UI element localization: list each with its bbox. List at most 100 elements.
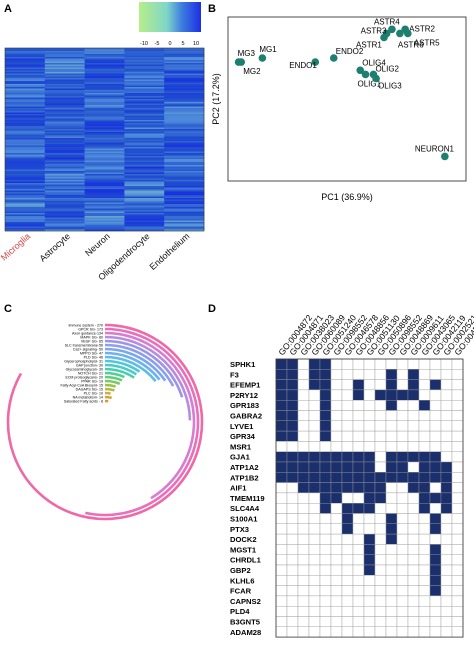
heatmap-cell	[5, 198, 46, 200]
go-matrix-cell	[418, 389, 431, 401]
go-matrix-cell	[319, 533, 332, 545]
heatmap-cell	[84, 73, 125, 76]
gene-row-label: TMEM119	[230, 494, 265, 503]
go-matrix-cell	[451, 482, 464, 494]
go-matrix-cell	[319, 523, 332, 535]
go-matrix-cell	[275, 533, 288, 545]
heatmap-cell	[44, 199, 85, 202]
go-matrix-cell	[352, 595, 365, 607]
heatmap-cell	[44, 162, 85, 164]
heatmap-cell	[124, 207, 165, 209]
go-matrix-cell	[352, 564, 365, 576]
heatmap-cell	[5, 174, 46, 176]
heatmap-cell	[5, 124, 46, 127]
go-matrix-cell	[330, 585, 343, 597]
go-matrix-cell	[451, 358, 464, 370]
heatmap-cell	[124, 81, 165, 83]
go-matrix-cell	[275, 430, 288, 442]
heatmap-cell	[44, 78, 85, 80]
heatmap-cell	[124, 138, 165, 140]
go-matrix-cell	[451, 616, 464, 628]
go-matrix-cell	[429, 358, 442, 370]
heatmap-cell	[124, 168, 165, 170]
heatmap-cell	[44, 108, 85, 110]
heatmap-cell	[44, 214, 85, 217]
heatmap-cell	[84, 210, 125, 212]
go-matrix-cell	[341, 379, 354, 391]
colorbar-tick-label: 0	[168, 41, 171, 47]
heatmap-cell	[44, 49, 85, 52]
heatmap-cell	[164, 223, 205, 226]
go-matrix-cell	[286, 503, 299, 514]
go-matrix-cell	[363, 533, 376, 545]
heatmap-cell	[164, 105, 205, 107]
go-matrix-cell	[396, 585, 409, 597]
heatmap-cell	[84, 64, 125, 67]
heatmap-cell	[44, 178, 85, 181]
heatmap-panel: -10 -5 0 5 10 Microglia Astrocyte NeuronOligod…	[0, 2, 205, 282]
heatmap-cell	[124, 108, 165, 110]
radial-bar-label: Glycerophospholipid- 31	[64, 360, 103, 364]
go-matrix-cell	[297, 358, 310, 370]
heatmap-cell	[164, 115, 205, 118]
heatmap-cell	[164, 156, 205, 158]
go-matrix-cell	[308, 595, 321, 607]
heatmap-cell	[164, 229, 205, 232]
heatmap-cell	[5, 57, 46, 59]
heatmap-cell	[164, 51, 205, 53]
heatmap-cell	[5, 171, 46, 173]
heatmap-cell	[44, 112, 85, 115]
heatmap-cell	[44, 124, 85, 127]
heatmap-cell	[84, 181, 125, 184]
go-matrix-cell	[440, 523, 453, 535]
heatmap-cell	[164, 204, 205, 206]
heatmap-cell	[164, 129, 205, 131]
gene-row-label: B3GNT5	[230, 618, 261, 627]
pca-point-label: ASTR2	[409, 24, 435, 33]
go-matrix-cell	[308, 564, 321, 576]
heatmap-cell	[5, 145, 46, 148]
heatmap-cell	[84, 162, 125, 164]
go-matrix-cell	[418, 400, 431, 411]
heatmap-cell	[5, 166, 46, 169]
heatmap-cell	[5, 48, 46, 50]
go-matrix-cell	[352, 523, 365, 535]
go-matrix-cell	[363, 492, 376, 504]
go-matrix-cell	[396, 410, 409, 422]
go-matrix-cell	[330, 544, 343, 555]
go-matrix-cell	[286, 606, 299, 617]
heatmap-cell	[124, 154, 165, 157]
go-matrix-cell	[385, 544, 398, 555]
heatmap-cell	[44, 106, 85, 109]
heatmap-cell	[44, 102, 85, 104]
heatmap-cell	[44, 139, 85, 142]
heatmap-cell	[84, 163, 125, 166]
heatmap-cell	[164, 84, 205, 86]
heatmap-cell	[164, 180, 205, 182]
go-matrix-cell	[308, 575, 321, 586]
heatmap-cell	[5, 94, 46, 97]
go-matrix-cell	[385, 441, 398, 452]
heatmap-cell	[84, 79, 125, 82]
go-matrix-cell	[363, 564, 376, 576]
heatmap-cell	[5, 228, 46, 230]
heatmap-cell	[84, 168, 125, 170]
heatmap-cell	[5, 133, 46, 136]
go-matrix-cell	[319, 379, 332, 391]
heatmap-cell	[84, 205, 125, 208]
heatmap-cell	[44, 85, 85, 88]
heatmap-cell	[44, 127, 85, 130]
heatmap-cell	[84, 154, 125, 157]
go-matrix-cell	[407, 492, 420, 504]
go-matrix-cell	[429, 544, 442, 555]
go-matrix-cell	[319, 575, 332, 586]
go-matrix-cell	[363, 544, 376, 555]
go-matrix-cell	[286, 472, 299, 483]
go-matrix-cell	[385, 482, 398, 494]
heatmap-cell	[164, 211, 205, 214]
go-matrix-cell	[407, 358, 420, 370]
heatmap-cell	[5, 169, 46, 172]
go-matrix-cell	[286, 430, 299, 442]
go-matrix-cell	[385, 400, 398, 411]
heatmap-cell	[164, 99, 205, 101]
